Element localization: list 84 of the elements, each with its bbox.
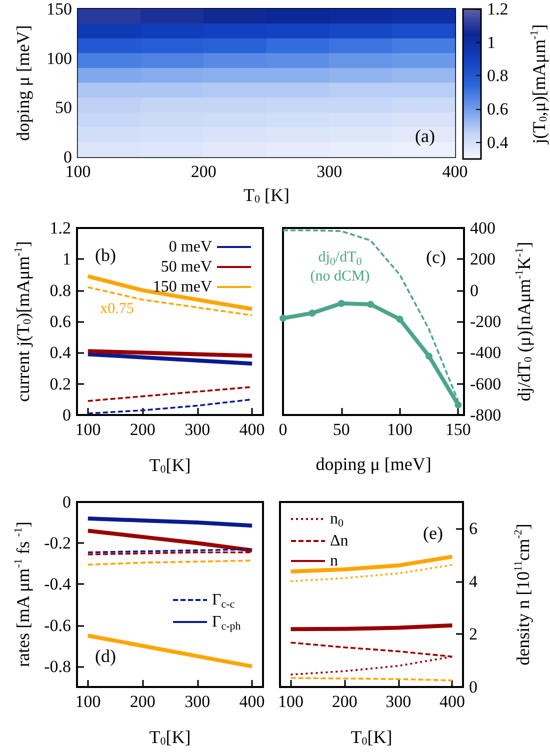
y-tick-label: -0.8 xyxy=(44,656,71,676)
y-tick-label: 0 xyxy=(62,492,71,512)
x-tick-label: 300 xyxy=(184,420,210,439)
y2-tick-label: 200 xyxy=(470,250,496,269)
y2-tick-label: -200 xyxy=(470,312,502,331)
y2-tick-label: -600 xyxy=(470,374,502,394)
y2-tick-label: 400 xyxy=(470,218,496,238)
legend-label: 0 meV xyxy=(168,238,212,256)
annotation: (a) xyxy=(415,126,435,146)
x-tick-label: 400 xyxy=(239,692,265,711)
y-tick-label: 150 xyxy=(46,0,72,18)
x-axis-title: doping μ [meV] xyxy=(316,454,432,474)
x-tick-label: 100 xyxy=(387,420,413,439)
y2-tick-label: -400 xyxy=(470,343,502,362)
x-tick-label: 100 xyxy=(75,692,101,711)
x-tick-label: 200 xyxy=(190,162,216,181)
legend-label: Δn xyxy=(330,532,348,550)
x-tick-label: 200 xyxy=(332,692,358,711)
y-tick-label: 0.8 xyxy=(50,280,71,300)
y2-tick-label: 0 xyxy=(470,280,478,300)
y2-tick-label: 6 xyxy=(469,518,478,538)
legend-label: 150 meV xyxy=(152,278,212,296)
point xyxy=(396,316,404,323)
x-tick-label: 400 xyxy=(442,162,468,181)
y-tick-label: 0.2 xyxy=(50,374,71,394)
y2-axis-title: density n [1011cm-2] xyxy=(512,524,533,666)
color-bar-label: 0.4 xyxy=(487,132,509,152)
y-tick-label: 0.6 xyxy=(50,312,71,331)
color-bar-label: 0.8 xyxy=(487,66,508,86)
point xyxy=(367,300,374,308)
annotation: (b) xyxy=(95,245,116,265)
y-tick-label: 50 xyxy=(55,98,72,118)
x-tick-label: 400 xyxy=(239,420,265,439)
annotation: (d) xyxy=(95,646,116,666)
x-tick-label: 300 xyxy=(316,162,342,181)
x-tick-label: 150 xyxy=(445,420,471,439)
legend-label: n xyxy=(330,552,338,570)
y-tick-label: -0.2 xyxy=(44,534,71,553)
point xyxy=(280,314,286,322)
line-series xyxy=(86,516,254,528)
x-tick-label: 200 xyxy=(130,420,156,439)
y-tick-label: -0.4 xyxy=(44,574,72,594)
line-series xyxy=(87,386,253,402)
x-tick-label: 100 xyxy=(278,692,304,711)
y-tick-label: 0.4 xyxy=(50,343,72,362)
y2-tick-label: 4 xyxy=(469,572,478,591)
point xyxy=(454,401,462,408)
color-bar-label: 0.6 xyxy=(487,100,508,118)
color-bar-label: 1.2 xyxy=(487,0,508,18)
point xyxy=(425,352,432,360)
x-tick-label: 100 xyxy=(75,420,101,439)
color-bar-title: j(T0,μ)[mAμm-1] xyxy=(528,24,550,145)
x-tick-label: 300 xyxy=(386,692,412,711)
x-tick-label: 300 xyxy=(184,692,210,711)
x-tick-label: 200 xyxy=(130,692,156,711)
y2-tick-label: -800 xyxy=(470,406,502,424)
y-tick-label: 0 xyxy=(64,148,72,166)
x-tick-label: 50 xyxy=(332,420,350,439)
y2-axis-title: dj/dT0 (μ)[nAμm-1K-1] xyxy=(514,242,534,402)
line-series xyxy=(86,352,254,366)
line-series xyxy=(87,398,253,414)
line-series xyxy=(290,564,454,582)
y-axis-title: current j(T0)[mAμm-1] xyxy=(12,241,34,402)
y-axis-title: doping μ [meV] xyxy=(13,25,33,141)
x-tick-label: 0 xyxy=(278,420,288,439)
y-tick-label: 1 xyxy=(62,250,71,269)
y2-tick-label: 2 xyxy=(469,624,478,644)
y-tick-label: 100 xyxy=(46,48,72,68)
color-bar-label: 1 xyxy=(487,32,496,52)
line-series xyxy=(288,554,454,574)
annotation: (e) xyxy=(423,523,443,543)
point xyxy=(338,300,345,307)
line-series xyxy=(86,274,254,312)
y-tick-label: 1.2 xyxy=(50,218,71,238)
annotation: (c) xyxy=(426,247,446,267)
point xyxy=(308,310,316,317)
y2-tick-label: 0 xyxy=(469,678,478,696)
y-tick-label: -0.6 xyxy=(44,616,71,635)
line-series xyxy=(86,634,254,668)
legend-label: 50 meV xyxy=(160,258,212,276)
y-axis-title: rates [mA μm-1 fs -1] xyxy=(12,522,33,667)
y-tick-label: 0 xyxy=(62,406,71,424)
x-tick-label: 400 xyxy=(439,692,465,711)
annotation: x0.75 xyxy=(100,301,134,317)
